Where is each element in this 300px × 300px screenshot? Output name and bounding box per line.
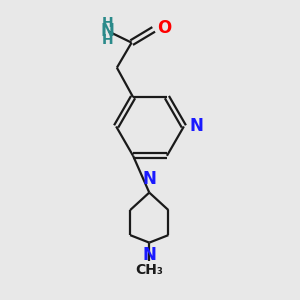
Text: H: H — [101, 16, 113, 30]
Text: N: N — [189, 117, 203, 135]
Text: CH₃: CH₃ — [135, 263, 163, 277]
Text: N: N — [142, 246, 156, 264]
Text: O: O — [157, 19, 171, 37]
Text: H: H — [101, 33, 113, 47]
Text: N: N — [142, 170, 156, 188]
Text: N: N — [100, 22, 114, 40]
